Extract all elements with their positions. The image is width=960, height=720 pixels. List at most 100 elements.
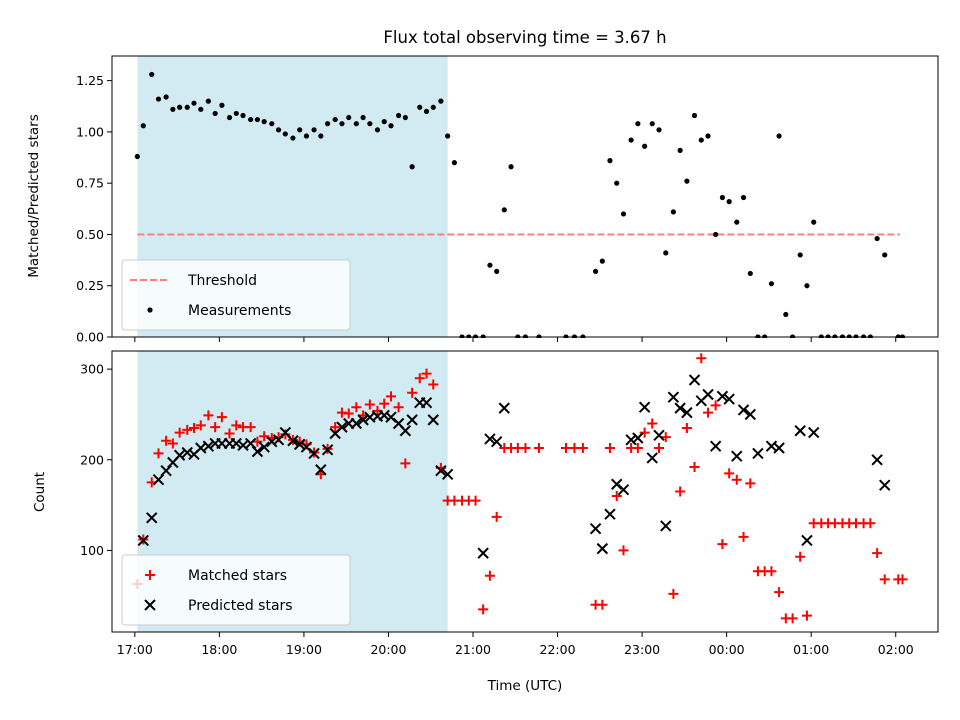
matched-star-marker xyxy=(879,574,890,585)
measurement-point xyxy=(691,112,698,119)
measurement-point xyxy=(226,114,233,121)
measurement-point xyxy=(374,127,381,133)
matched-star-marker xyxy=(639,427,650,438)
measurement-point xyxy=(318,133,324,139)
chart-title: Flux total observing time = 3.67 h xyxy=(383,28,666,47)
matched-star-marker xyxy=(393,402,404,413)
predicted-star-marker xyxy=(589,522,602,535)
measurement-point xyxy=(451,160,458,166)
predicted-star-marker xyxy=(709,440,722,452)
measurement-point xyxy=(797,252,803,258)
matched-star-marker xyxy=(774,587,785,598)
predicted-star-marker xyxy=(737,404,750,416)
measurement-point xyxy=(155,96,162,102)
x-tick-label: 19:00 xyxy=(286,642,322,657)
x-axis-label: Time (UTC) xyxy=(487,678,563,694)
measurement-point xyxy=(607,158,613,164)
matched-star-marker xyxy=(865,518,876,529)
predicted-star-marker xyxy=(406,414,418,426)
matched-star-marker xyxy=(731,474,742,485)
measurement-point xyxy=(275,127,282,133)
measurement-point xyxy=(811,219,817,225)
matched-star-marker xyxy=(280,429,291,440)
measurement-point xyxy=(430,104,436,110)
measurement-point xyxy=(261,119,267,125)
measurement-point xyxy=(882,252,888,258)
predicted-star-marker xyxy=(181,446,193,459)
y-tick-label: 0.75 xyxy=(76,176,104,191)
predicted-star-marker xyxy=(660,520,672,532)
measurement-point xyxy=(734,219,740,225)
matched-star-marker xyxy=(216,412,227,423)
measurement-point xyxy=(198,106,204,112)
matched-star-marker xyxy=(618,545,629,556)
matched-star-marker xyxy=(195,420,206,431)
predicted-star-marker xyxy=(490,435,503,448)
matched-star-marker xyxy=(484,570,495,581)
measurement-point xyxy=(367,121,373,127)
matched-star-marker xyxy=(597,599,608,610)
matched-star-marker xyxy=(364,399,375,410)
measurement-point xyxy=(494,268,500,274)
measurement-point xyxy=(409,164,415,170)
measurement-point xyxy=(649,121,655,127)
measurement-point xyxy=(381,119,387,125)
measurement-point xyxy=(776,133,782,139)
predicted-star-marker xyxy=(879,479,891,491)
predicted-star-marker xyxy=(702,388,714,401)
predicted-star-marker xyxy=(173,449,186,461)
predicted-star-marker xyxy=(477,547,489,559)
predicted-star-marker xyxy=(617,483,630,496)
predicted-star-marker xyxy=(752,447,764,460)
matched-star-marker xyxy=(738,531,749,542)
predicted-star-marker xyxy=(688,374,701,386)
predicted-star-marker xyxy=(378,409,390,422)
matched-star-marker xyxy=(189,423,200,434)
measurement-point xyxy=(191,100,197,106)
measurement-point xyxy=(219,102,225,108)
measurement-point xyxy=(140,123,146,129)
predicted-star-marker xyxy=(230,437,242,450)
matched-star-marker xyxy=(379,398,390,409)
predicted-star-marker xyxy=(801,534,813,547)
measurement-point xyxy=(134,153,140,160)
y-tick-label: 200 xyxy=(80,452,104,467)
x-tick-label: 02:00 xyxy=(878,642,914,657)
matched-star-marker xyxy=(604,442,615,453)
measurement-point xyxy=(804,283,810,289)
matched-star-marker xyxy=(203,410,214,421)
matched-star-marker xyxy=(577,442,588,453)
measurement-point xyxy=(339,121,345,127)
y-tick-label: 1.25 xyxy=(76,73,104,88)
predicted-star-marker xyxy=(484,433,496,445)
predicted-star-marker xyxy=(357,414,369,426)
matched-star-marker xyxy=(231,420,242,431)
measurement-point xyxy=(713,231,719,238)
predicted-star-marker xyxy=(871,454,883,466)
predicted-star-marker xyxy=(258,441,270,453)
matched-star-marker xyxy=(795,551,806,562)
measurement-point xyxy=(874,235,880,242)
measurement-point xyxy=(656,127,662,133)
measurement-point xyxy=(508,164,514,170)
matched-star-marker xyxy=(330,422,341,433)
measurement-point xyxy=(149,71,155,78)
x-tick-label: 20:00 xyxy=(370,642,406,657)
legend-plus-swatch xyxy=(145,570,155,580)
matched-star-marker xyxy=(696,353,707,364)
matched-star-marker xyxy=(787,613,798,624)
matched-star-marker xyxy=(182,424,193,435)
y-tick-label: 1.00 xyxy=(76,124,104,139)
matched-star-marker xyxy=(745,478,756,489)
measurement-point xyxy=(628,137,634,143)
measurement-point xyxy=(599,258,605,264)
measurement-point xyxy=(614,180,620,186)
matched-star-marker xyxy=(470,495,481,506)
matched-star-marker xyxy=(717,539,728,550)
measurement-point xyxy=(388,123,394,129)
y-tick-label: 0.50 xyxy=(76,227,104,242)
measurement-point xyxy=(670,209,676,215)
measurement-point xyxy=(290,135,296,141)
measurement-point xyxy=(254,116,261,123)
predicted-star-marker xyxy=(681,406,693,419)
